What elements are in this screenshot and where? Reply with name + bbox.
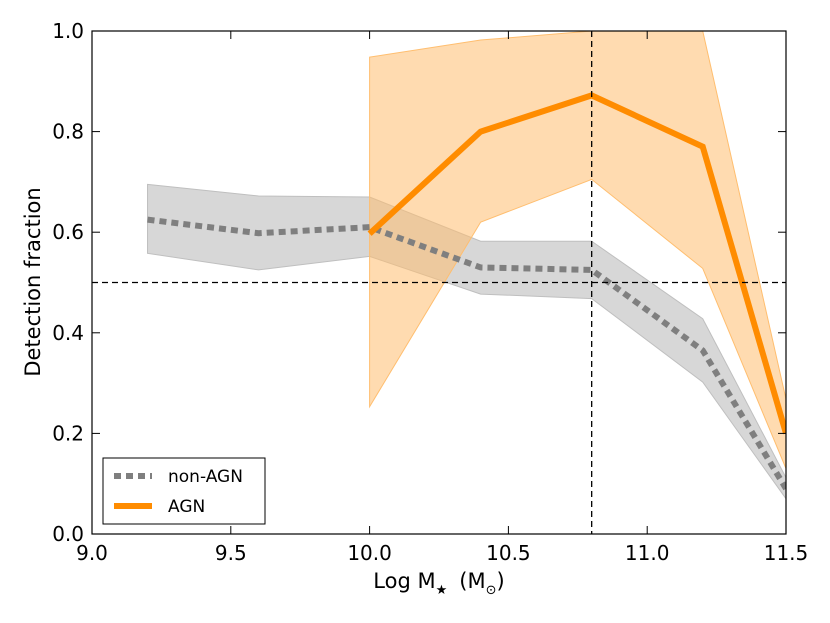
y-tick-label: 0.6 — [52, 220, 84, 244]
y-axis-label: Detection fraction — [21, 187, 45, 376]
legend: non-AGN AGN — [103, 458, 265, 524]
x-tick-label: 10.0 — [347, 541, 392, 565]
x-tick-label: 11.0 — [625, 541, 670, 565]
y-tick-label: 1.0 — [52, 19, 84, 43]
y-tick-label: 0.8 — [52, 120, 84, 144]
x-tick-label: 11.5 — [764, 541, 809, 565]
y-tick-label: 0.2 — [52, 421, 84, 445]
legend-label-non-agn: non-AGN — [168, 467, 243, 487]
legend-label-agn: AGN — [168, 497, 205, 517]
x-axis-label: Log M★ (M⊙) — [373, 569, 504, 598]
x-tick-label: 10.5 — [486, 541, 531, 565]
y-tick-label: 0.4 — [52, 321, 84, 345]
x-tick-label: 9.5 — [215, 541, 247, 565]
detection-fraction-chart: 9.0 9.5 10.0 10.5 11.0 11.50.00.20.40.60.81.0… — [0, 0, 830, 623]
y-tick-label: 0.0 — [52, 522, 84, 546]
